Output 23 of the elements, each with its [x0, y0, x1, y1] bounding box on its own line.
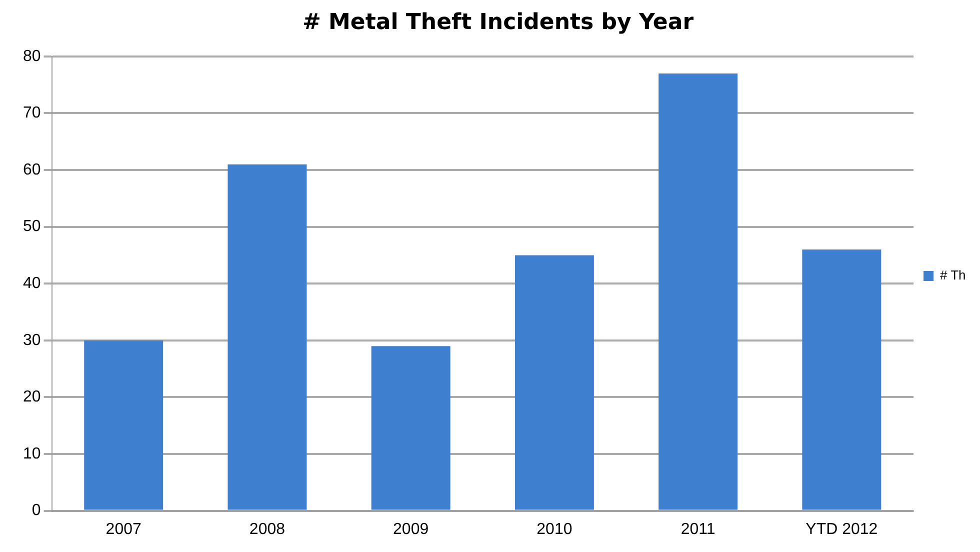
y-tick-label: 70 — [23, 104, 41, 122]
y-tick-label: 50 — [23, 218, 41, 236]
x-tick-label: 2007 — [106, 520, 142, 538]
y-tick-label: 0 — [32, 502, 41, 520]
bar — [514, 255, 594, 510]
x-tick-label: 2011 — [680, 520, 716, 538]
bar — [802, 250, 882, 510]
bar — [658, 73, 738, 510]
x-tick-label: 2010 — [536, 520, 572, 538]
x-tick-label: 2008 — [249, 520, 286, 538]
x-tick-label: 2009 — [393, 520, 429, 538]
bar — [84, 340, 164, 510]
bar — [371, 346, 450, 510]
legend-label: # Th — [940, 268, 966, 283]
y-tick-label: 40 — [23, 275, 41, 292]
y-tick-label: 10 — [23, 445, 41, 462]
y-tick-label: 30 — [23, 332, 41, 349]
chart-title: # Metal Theft Incidents by Year — [302, 10, 694, 35]
bar — [228, 164, 307, 510]
y-tick-label: 60 — [23, 161, 41, 178]
y-tick-label: 80 — [23, 48, 41, 65]
y-tick-label: 20 — [23, 388, 41, 406]
x-tick-label: YTD 2012 — [806, 520, 878, 538]
